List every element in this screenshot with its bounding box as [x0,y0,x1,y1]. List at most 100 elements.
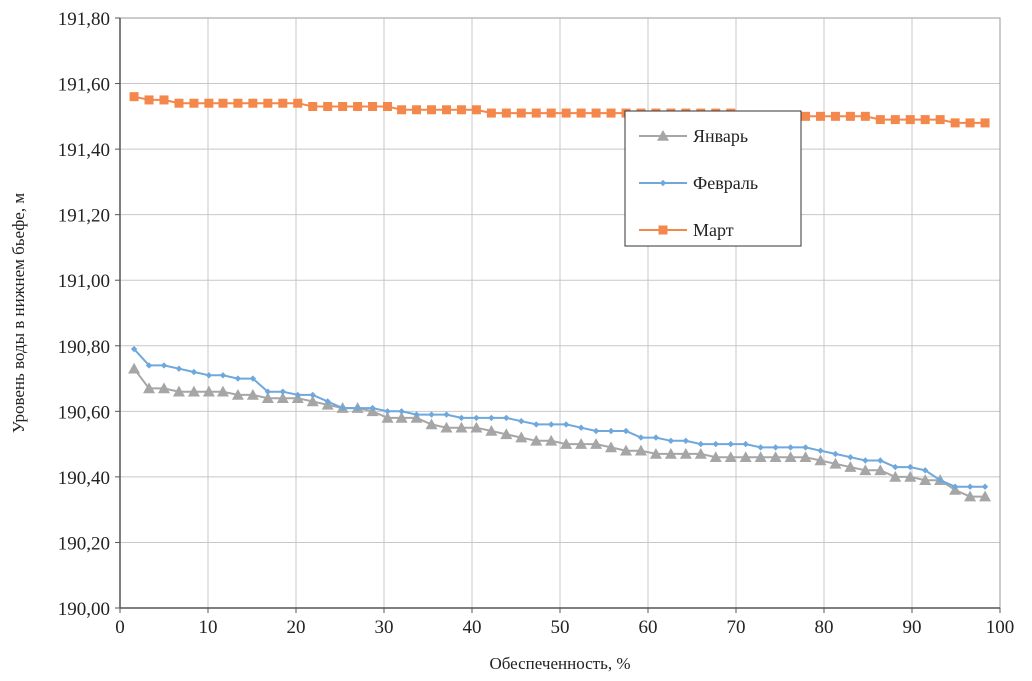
y-tick-label: 190,20 [58,533,110,554]
data-point-march [471,105,481,115]
x-tick-label: 90 [903,617,922,638]
data-point-march [129,92,139,102]
data-point-march [965,118,975,128]
data-point-march [860,111,870,121]
data-point-january [590,438,603,449]
data-point-january [395,411,408,423]
data-point-february [922,467,929,474]
data-point-february [219,372,227,379]
x-tick-label: 30 [375,617,394,638]
data-point-march [278,98,288,108]
data-point-february [817,447,824,454]
data-point-march [576,108,586,118]
data-point-january [187,385,200,397]
x-tick-label: 60 [639,617,658,638]
data-point-january [904,470,917,482]
series-january [128,362,992,502]
legend-label: Февраль [693,173,758,193]
data-point-february [622,427,630,435]
x-tick-label: 10 [199,617,218,638]
data-point-march [204,98,214,108]
data-point-march [516,108,526,118]
legend-marker [658,225,668,235]
data-point-january [620,444,632,456]
data-point-march [293,98,303,108]
data-point-january [919,474,932,485]
data-point-march [353,102,363,111]
data-point-january [649,447,662,459]
data-point-february [772,444,779,451]
data-point-march [531,108,541,118]
data-point-february [802,444,809,451]
y-axis-label: Уровень воды в нижнем бьефе, м [9,193,28,433]
data-point-february [966,483,974,490]
data-point-february [413,411,420,418]
data-point-february [130,345,138,353]
data-point-march [189,98,199,108]
data-point-january [979,490,992,502]
data-point-february [249,375,257,382]
data-point-january [515,431,528,443]
data-point-march [412,105,422,115]
data-point-march [368,102,378,111]
data-point-february [637,434,645,441]
y-tick-label: 190,80 [58,337,110,358]
data-point-january [634,444,647,456]
series-line-february [133,348,985,488]
data-point-march [263,98,273,108]
data-point-january [874,464,887,476]
data-point-february [443,411,450,418]
data-point-january [739,451,752,463]
data-point-january [724,451,737,463]
data-point-march [218,98,228,108]
data-point-february [667,437,675,445]
legend: Январь Февраль Март [624,110,802,247]
series-line-january [133,368,985,498]
legend-item-march: Март [639,220,734,240]
data-point-february [234,375,242,382]
data-point-january [964,490,977,502]
data-point-february [742,440,749,448]
data-point-january [560,438,573,449]
legend-label: Март [693,220,734,240]
legend-marker [659,179,667,187]
data-point-february [697,440,704,448]
data-point-january [261,392,274,404]
data-point-january [605,441,618,453]
x-tick-label: 50 [551,617,570,638]
legend-marker [657,130,669,141]
data-point-january [440,421,453,433]
data-point-february [892,463,899,471]
data-point-march [174,98,184,108]
data-point-march [546,108,556,118]
data-point-january [754,451,767,463]
data-point-january [485,425,498,436]
data-point-march [875,115,885,125]
data-point-march [323,102,333,111]
data-point-march [980,118,990,128]
data-point-march [561,108,571,118]
data-point-january [829,457,842,469]
data-point-february [577,424,585,431]
data-point-january [381,411,394,423]
legend-item-january: Январь [639,126,748,146]
data-point-march [248,98,258,108]
data-point-february [907,463,914,471]
data-point-january [128,362,141,374]
data-point-january [246,388,259,400]
data-point-march [905,115,915,125]
data-point-february [264,388,272,395]
data-point-february [384,408,391,415]
x-tick-label: 100 [986,617,1015,638]
data-point-february [936,476,944,484]
data-point-march [935,115,945,125]
data-point-january [814,454,827,466]
data-point-february [398,408,405,415]
x-tick-label: 20 [287,617,306,638]
data-point-february [294,391,301,399]
data-point-february [548,421,555,428]
data-point-february [847,454,854,461]
x-tick-label: 70 [727,617,746,638]
data-point-february [324,398,331,405]
